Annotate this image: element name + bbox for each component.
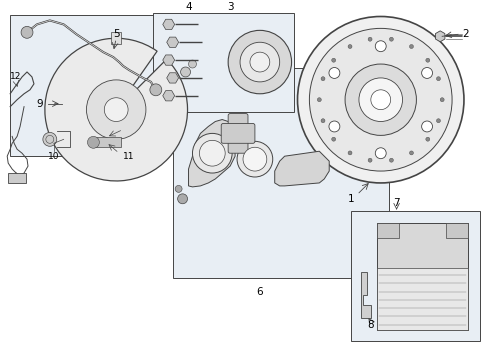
Text: 1: 1 — [348, 194, 354, 204]
FancyBboxPatch shape — [228, 114, 248, 153]
Bar — [446, 222, 468, 238]
Circle shape — [181, 67, 191, 77]
Circle shape — [240, 42, 280, 82]
Circle shape — [321, 119, 325, 123]
Circle shape — [421, 68, 433, 78]
Circle shape — [410, 45, 414, 49]
Circle shape — [332, 58, 336, 62]
Circle shape — [318, 98, 321, 102]
Circle shape — [368, 158, 372, 162]
Circle shape — [309, 28, 452, 171]
Circle shape — [410, 151, 414, 155]
Polygon shape — [163, 91, 174, 101]
Circle shape — [297, 17, 464, 183]
Circle shape — [150, 84, 162, 96]
Bar — [377, 222, 398, 238]
Polygon shape — [167, 37, 179, 48]
Circle shape — [21, 26, 33, 38]
Text: 9: 9 — [37, 99, 43, 109]
Circle shape — [193, 134, 232, 173]
Text: 6: 6 — [257, 287, 263, 297]
Circle shape — [329, 68, 340, 78]
Circle shape — [250, 52, 270, 72]
Circle shape — [237, 141, 273, 177]
Circle shape — [104, 98, 128, 122]
Circle shape — [375, 41, 386, 51]
Circle shape — [345, 64, 416, 135]
Text: 12: 12 — [10, 72, 22, 81]
Circle shape — [329, 121, 340, 132]
Circle shape — [332, 137, 336, 141]
Circle shape — [348, 151, 352, 155]
Circle shape — [390, 158, 393, 162]
Bar — [8, 173, 26, 183]
FancyBboxPatch shape — [221, 123, 255, 143]
Text: 2: 2 — [463, 29, 469, 39]
Wedge shape — [45, 38, 188, 181]
Polygon shape — [436, 31, 445, 42]
Circle shape — [87, 136, 99, 148]
Circle shape — [199, 140, 225, 166]
Circle shape — [440, 98, 444, 102]
Polygon shape — [189, 120, 235, 187]
FancyBboxPatch shape — [94, 138, 121, 147]
Polygon shape — [163, 19, 174, 30]
Circle shape — [371, 90, 391, 110]
Polygon shape — [167, 73, 179, 83]
Polygon shape — [163, 55, 174, 65]
Polygon shape — [361, 272, 371, 318]
Circle shape — [228, 30, 292, 94]
Circle shape — [321, 77, 325, 81]
Circle shape — [437, 77, 441, 81]
Bar — [172, 68, 389, 278]
Polygon shape — [275, 151, 329, 186]
Bar — [153, 13, 294, 112]
Circle shape — [368, 37, 372, 41]
Text: 8: 8 — [368, 320, 374, 330]
Circle shape — [359, 78, 403, 122]
Text: 11: 11 — [123, 152, 135, 161]
Text: 10: 10 — [48, 152, 59, 161]
Text: 7: 7 — [393, 198, 400, 208]
Bar — [10, 15, 161, 156]
Text: 5: 5 — [113, 29, 120, 39]
Circle shape — [189, 60, 196, 68]
Bar — [377, 222, 468, 330]
Bar — [351, 211, 480, 342]
Circle shape — [426, 58, 430, 62]
Circle shape — [437, 119, 441, 123]
Circle shape — [86, 80, 146, 139]
Circle shape — [375, 148, 386, 159]
Circle shape — [390, 37, 393, 41]
Bar — [111, 32, 121, 44]
Circle shape — [348, 45, 352, 49]
Circle shape — [178, 194, 188, 204]
Circle shape — [243, 147, 267, 171]
Circle shape — [421, 121, 433, 132]
Circle shape — [43, 132, 57, 146]
Text: 3: 3 — [227, 1, 233, 12]
Circle shape — [426, 137, 430, 141]
Bar — [377, 268, 468, 330]
Text: 4: 4 — [185, 1, 192, 12]
Circle shape — [175, 185, 182, 192]
